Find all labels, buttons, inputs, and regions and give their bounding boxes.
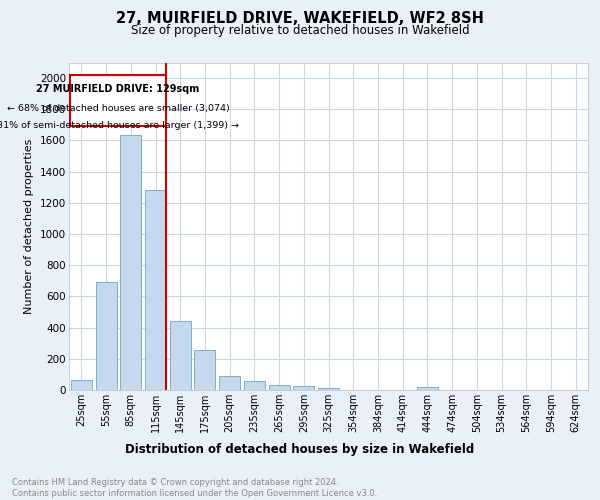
Bar [170,322,191,390]
Text: Contains HM Land Registry data © Crown copyright and database right 2024.
Contai: Contains HM Land Registry data © Crown c… [12,478,377,498]
Bar [70,75,166,126]
Bar [244,382,265,390]
Text: Distribution of detached houses by size in Wakefield: Distribution of detached houses by size … [125,442,475,456]
Bar [318,388,339,390]
Bar [95,282,116,390]
Bar [269,384,290,390]
Y-axis label: Number of detached properties: Number of detached properties [25,138,34,314]
Bar [417,387,438,390]
Text: Size of property relative to detached houses in Wakefield: Size of property relative to detached ho… [131,24,469,37]
Bar [293,386,314,390]
Bar [71,380,92,390]
Bar [120,135,141,390]
Bar [219,376,240,390]
Text: 31% of semi-detached houses are larger (1,399) →: 31% of semi-detached houses are larger (… [0,121,239,130]
Bar [145,190,166,390]
Text: 27 MUIRFIELD DRIVE: 129sqm: 27 MUIRFIELD DRIVE: 129sqm [37,84,200,94]
Text: 27, MUIRFIELD DRIVE, WAKEFIELD, WF2 8SH: 27, MUIRFIELD DRIVE, WAKEFIELD, WF2 8SH [116,11,484,26]
Text: ← 68% of detached houses are smaller (3,074): ← 68% of detached houses are smaller (3,… [7,104,229,113]
Bar [194,350,215,390]
